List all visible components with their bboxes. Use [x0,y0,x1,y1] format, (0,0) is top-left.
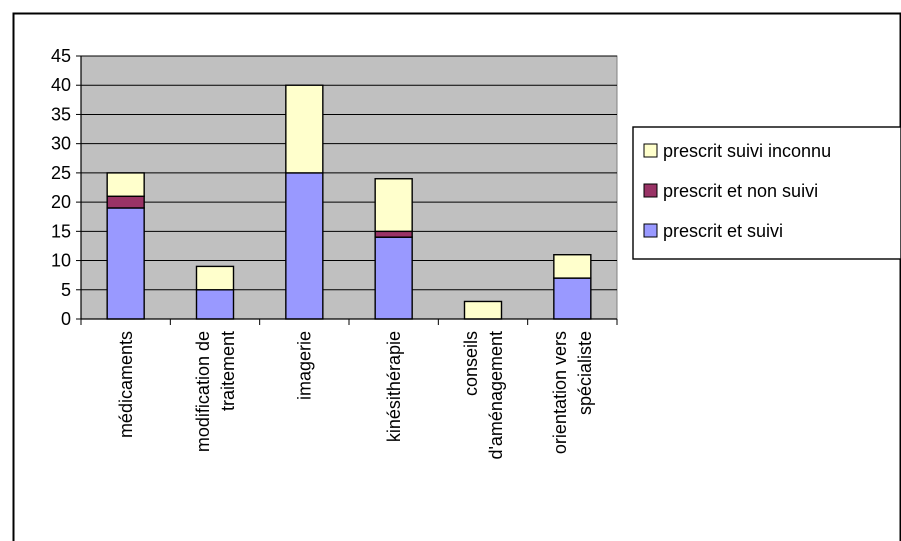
legend-label: prescrit suivi inconnu [663,141,831,161]
bar-segment [374,178,413,233]
bar-segment [106,195,145,209]
x-tick-labels: médicaments modification de traitement imag… [116,331,595,460]
bar-segment [553,277,592,320]
y-tick-label: 35 [51,104,71,124]
x-tick-label: kinésithérapie [384,331,404,442]
x-tick-label: d'aménagement [486,331,506,460]
bar-segment [285,84,324,174]
legend-swatch [643,143,658,158]
legend: prescrit suivi inconnu prescrit et non su… [632,126,901,260]
legend-swatch [643,223,658,238]
bar-segment [106,172,145,197]
x-tick-label: conseils [461,331,481,396]
bars [106,84,592,320]
bar-segment [374,236,413,320]
legend-label: prescrit et suivi [663,221,783,241]
bar-segment [285,172,324,320]
plot-area [80,55,618,320]
legend-swatch [643,183,658,198]
bar-segment [463,300,503,320]
bar-segment [195,289,235,320]
y-tick-label: 20 [51,192,71,212]
bar-segment [195,265,235,291]
x-tick-label: spécialiste [575,331,595,415]
legend-label: prescrit et non suivi [663,181,818,201]
x-tick-label: imagerie [295,331,315,400]
axes [76,55,618,325]
y-tick-label: 15 [51,221,71,241]
x-tick-label: traitement [218,331,238,411]
y-tick-label: 45 [51,46,71,66]
y-tick-label: 0 [61,309,71,329]
x-tick-label: orientation vers [550,331,570,454]
legend-box [632,126,901,260]
y-tick-label: 40 [51,75,71,95]
y-tick-labels: 0 5 10 15 20 25 30 35 40 45 [51,46,71,329]
y-tick-label: 5 [61,280,71,300]
x-tick-label: modification de [193,331,213,452]
y-tick-label: 30 [51,134,71,154]
gridlines [81,55,617,291]
bar-segment [106,207,145,320]
y-tick-label: 10 [51,251,71,271]
x-tick-label: médicaments [116,331,136,438]
y-tick-label: 25 [51,163,71,183]
bar-segment [374,230,413,238]
bar-segment [553,254,592,279]
